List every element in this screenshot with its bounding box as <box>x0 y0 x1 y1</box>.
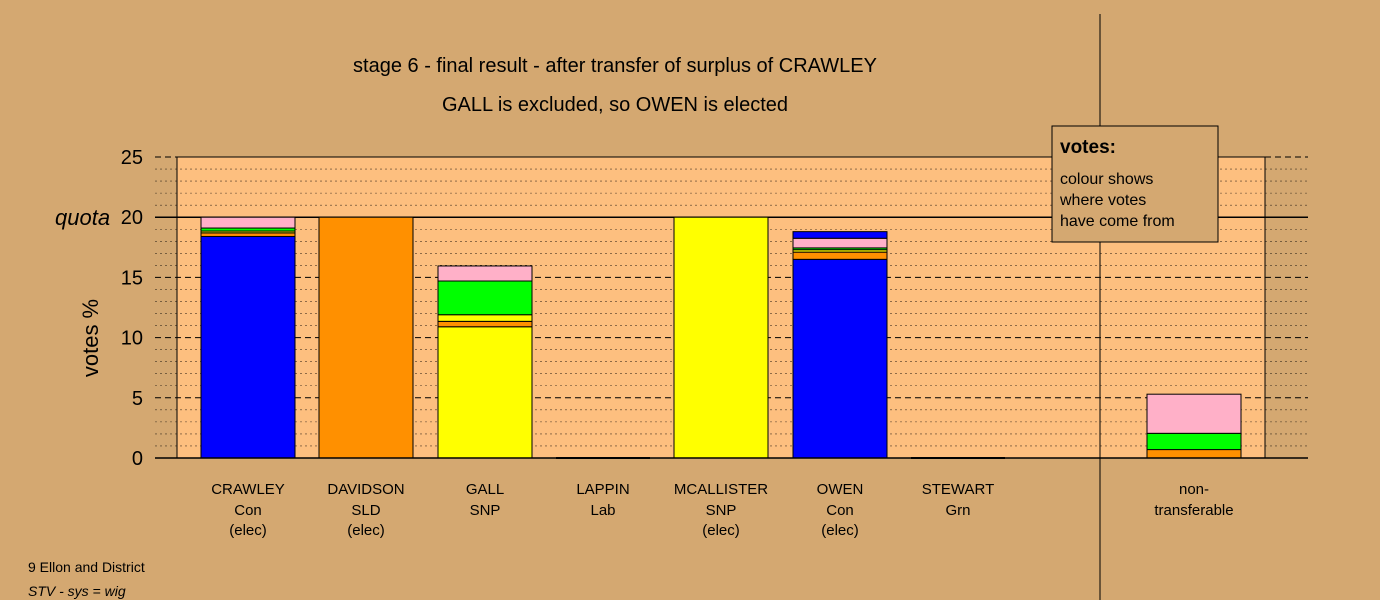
bar-segment-davidson-sld <box>318 216 414 459</box>
legend: votes: colour shows where votes have com… <box>1051 125 1219 243</box>
nontransferable-label-2: transferable <box>1154 502 1233 519</box>
category-labels: CRAWLEY Con (elec) DAVIDSON SLD (elec) GALL SNP… <box>211 481 1233 539</box>
bar-segment-mcallister-snp <box>673 216 769 459</box>
y-tick-label: 20 <box>121 207 143 229</box>
candidate-name-owen: OWEN <box>817 481 864 498</box>
footer-system: STV - sys = wig <box>28 583 126 599</box>
candidate-party-crawley: Con <box>234 502 262 519</box>
bar-segment-crawley-sld <box>200 232 296 237</box>
legend-line-1: colour shows <box>1060 171 1153 188</box>
quota-label: quota <box>55 205 110 230</box>
bar-segment-gall-lab <box>437 265 533 282</box>
bar-segment-owen-lab <box>792 237 888 249</box>
y-tick-label: 5 <box>132 388 143 410</box>
candidate-status-davidson: (elec) <box>347 522 385 539</box>
candidate-name-davidson: DAVIDSON <box>327 481 404 498</box>
candidate-name-mcallister: MCALLISTER <box>674 481 768 498</box>
chart-subtitle: GALL is excluded, so OWEN is elected <box>442 94 788 116</box>
bar-segment-gall-sld <box>437 320 533 328</box>
y-axis-label: votes % <box>78 299 103 377</box>
candidate-name-gall: GALL <box>466 481 504 498</box>
bar-segment-nontransferable-sld <box>1146 449 1242 459</box>
legend-title: votes: <box>1060 137 1116 158</box>
candidate-party-lappin: Lab <box>590 502 615 519</box>
bar-segment-owen-con <box>792 258 888 459</box>
nontransferable-label-1: non- <box>1179 481 1209 498</box>
y-ticks: 0 5 10 15 20 25 <box>121 147 143 470</box>
candidate-party-mcallister: SNP <box>706 502 737 519</box>
bar-segment-crawley-lab <box>200 216 296 229</box>
y-tick-label: 10 <box>121 328 143 350</box>
candidate-status-owen: (elec) <box>821 522 859 539</box>
bar-segment-owen-sld <box>792 251 888 260</box>
candidate-name-crawley: CRAWLEY <box>211 481 285 498</box>
candidate-name-stewart: STEWART <box>922 481 995 498</box>
bar-segment-gall-snp <box>437 314 533 322</box>
legend-box <box>1051 125 1219 243</box>
bar-segment-nontransferable-lab <box>1146 393 1242 434</box>
bar-segment-gall-grn <box>437 280 533 316</box>
bar-segment-gall-snp <box>437 326 533 459</box>
candidate-party-gall: SNP <box>470 502 501 519</box>
legend-line-2: where votes <box>1059 192 1146 209</box>
y-tick-label: 15 <box>121 267 143 289</box>
candidate-status-crawley: (elec) <box>229 522 267 539</box>
y-tick-label: 25 <box>121 147 143 169</box>
y-tick-label: 0 <box>132 448 143 470</box>
bar-segment-owen-con <box>792 231 888 239</box>
candidate-name-lappin: LAPPIN <box>576 481 629 498</box>
candidate-status-mcallister: (elec) <box>702 522 740 539</box>
chart-title: stage 6 - final result - after transfer … <box>353 55 877 77</box>
bar-segment-nontransferable-grn <box>1146 432 1242 451</box>
candidate-party-davidson: SLD <box>351 502 380 519</box>
bar-segment-crawley-con <box>200 235 296 459</box>
bars <box>200 216 1242 459</box>
candidate-party-owen: Con <box>826 502 854 519</box>
legend-line-3: have come from <box>1060 213 1175 230</box>
candidate-party-stewart: Grn <box>945 502 970 519</box>
footer-ward: 9 Ellon and District <box>28 559 145 575</box>
